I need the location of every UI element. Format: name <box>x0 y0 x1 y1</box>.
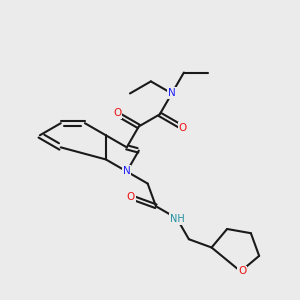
Text: NH: NH <box>170 214 185 224</box>
Text: O: O <box>179 123 187 133</box>
Text: O: O <box>238 266 246 276</box>
Text: O: O <box>113 108 122 118</box>
Text: N: N <box>123 166 130 176</box>
Text: O: O <box>127 191 135 202</box>
Text: N: N <box>168 88 176 98</box>
